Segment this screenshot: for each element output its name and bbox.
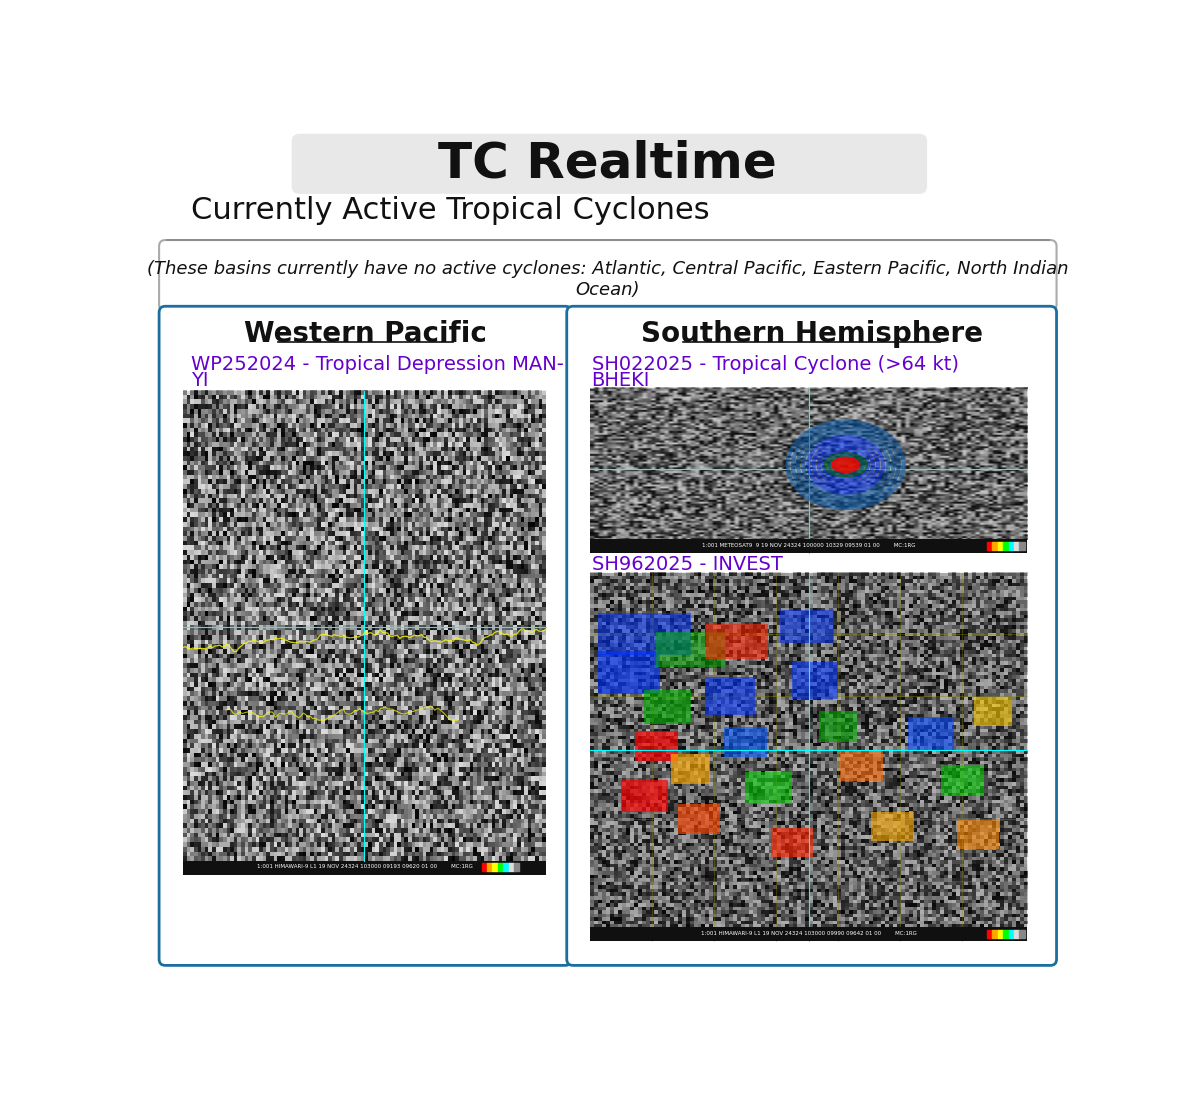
Text: 1:001 METEOSAT9  9 19 NOV 24324 100000 10329 09539 01 00        MC:1RG: 1:001 METEOSAT9 9 19 NOV 24324 100000 10… xyxy=(702,543,916,548)
Bar xyxy=(1008,542,1014,550)
Bar xyxy=(598,613,690,655)
Text: SH962025 - INVEST: SH962025 - INVEST xyxy=(592,555,783,574)
Bar xyxy=(940,765,983,796)
Bar xyxy=(514,863,519,871)
Text: YI: YI xyxy=(191,370,209,390)
Bar xyxy=(993,930,997,938)
FancyBboxPatch shape xyxy=(183,860,546,875)
Text: 1:001 HIMAWARI-9 L1 19 NOV 24324 103000 09193 09620 01 00        MC:1RG: 1:001 HIMAWARI-9 L1 19 NOV 24324 103000 … xyxy=(256,864,472,869)
Bar xyxy=(1014,542,1019,550)
Text: BHEKI: BHEKI xyxy=(592,370,650,390)
FancyBboxPatch shape xyxy=(159,306,572,965)
Bar xyxy=(1019,930,1025,938)
Bar xyxy=(482,863,487,871)
Text: Southern Hemisphere: Southern Hemisphere xyxy=(640,320,983,348)
Bar xyxy=(487,863,492,871)
Bar xyxy=(1014,930,1019,938)
Bar xyxy=(974,696,1013,726)
FancyBboxPatch shape xyxy=(183,391,546,875)
Bar xyxy=(987,930,993,938)
Bar xyxy=(492,863,498,871)
Bar xyxy=(791,662,839,699)
FancyBboxPatch shape xyxy=(589,573,1027,941)
Bar xyxy=(841,749,882,780)
Bar xyxy=(1019,542,1025,550)
Bar xyxy=(704,677,755,715)
FancyBboxPatch shape xyxy=(589,927,1027,941)
Bar xyxy=(509,863,514,871)
FancyBboxPatch shape xyxy=(292,133,927,194)
Text: 1:001 HIMAWARI-9 L1 19 NOV 24324 103000 09990 09642 01 00        MC:1RG: 1:001 HIMAWARI-9 L1 19 NOV 24324 103000 … xyxy=(701,931,917,937)
Bar xyxy=(957,820,999,850)
Bar xyxy=(872,812,914,842)
Bar xyxy=(621,780,668,812)
FancyBboxPatch shape xyxy=(567,306,1057,965)
Text: (These basins currently have no active cyclones: Atlantic, Central Pacific, East: (These basins currently have no active c… xyxy=(147,260,1069,279)
Bar xyxy=(635,731,677,761)
Text: TC Realtime: TC Realtime xyxy=(439,139,777,187)
Polygon shape xyxy=(831,457,860,473)
Bar xyxy=(907,716,955,752)
Text: Western Pacific: Western Pacific xyxy=(244,320,486,348)
Bar xyxy=(706,624,769,659)
Bar xyxy=(993,542,997,550)
Bar xyxy=(1003,930,1008,938)
Bar xyxy=(1008,930,1014,938)
Bar xyxy=(644,690,690,724)
Text: WP252024 - Tropical Depression MAN-: WP252024 - Tropical Depression MAN- xyxy=(191,355,563,375)
Bar xyxy=(498,863,503,871)
Bar xyxy=(598,651,659,693)
Bar xyxy=(818,711,857,742)
Bar xyxy=(997,930,1003,938)
Bar xyxy=(1003,542,1008,550)
Bar xyxy=(771,828,814,857)
Bar xyxy=(671,755,710,784)
Bar xyxy=(677,804,720,834)
Bar xyxy=(987,542,993,550)
Text: Ocean): Ocean) xyxy=(575,281,640,299)
Text: SH022025 - Tropical Cyclone (>64 kt): SH022025 - Tropical Cyclone (>64 kt) xyxy=(592,355,958,375)
Bar xyxy=(997,542,1003,550)
Bar xyxy=(745,773,791,804)
FancyBboxPatch shape xyxy=(589,539,1027,553)
Bar xyxy=(503,863,509,871)
FancyBboxPatch shape xyxy=(589,388,1027,553)
FancyBboxPatch shape xyxy=(159,240,1057,311)
Polygon shape xyxy=(824,453,867,477)
Text: Currently Active Tropical Cyclones: Currently Active Tropical Cyclones xyxy=(191,196,709,225)
Bar xyxy=(780,611,834,642)
Bar xyxy=(656,631,726,667)
Bar xyxy=(725,726,766,757)
